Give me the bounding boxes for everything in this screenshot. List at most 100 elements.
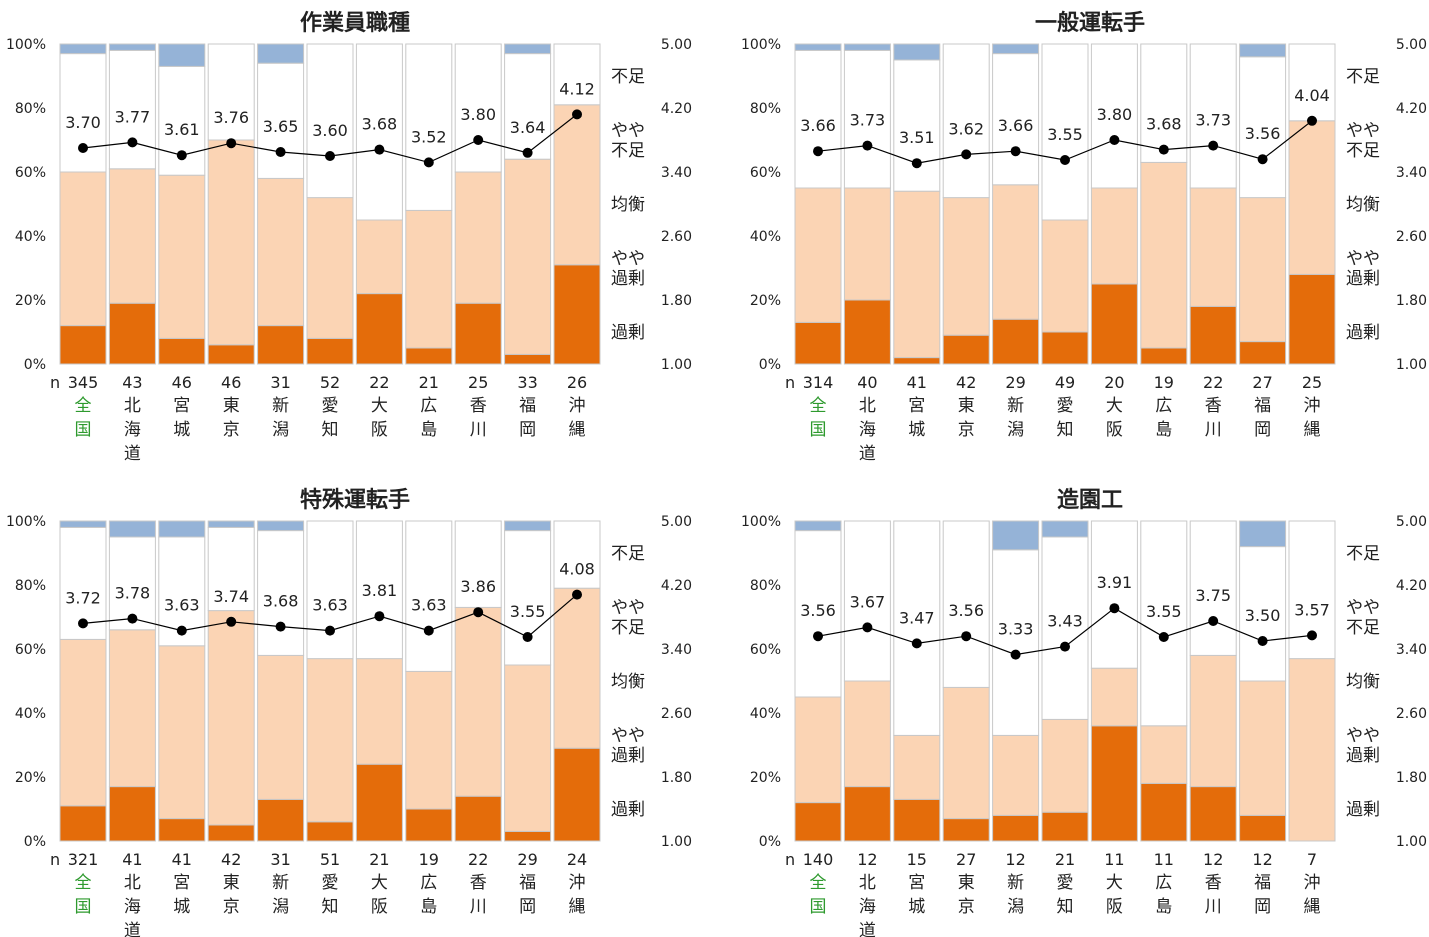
n-count: 12 <box>1203 850 1223 869</box>
bar-segment-yaya-kajo <box>257 654 305 800</box>
y-tick-label: 0% <box>759 357 781 373</box>
region-label-char: 潟 <box>1007 420 1024 440</box>
region-label-char: 広 <box>1155 873 1172 893</box>
region-label-char: 阪 <box>371 897 388 917</box>
line-value-label: 3.43 <box>1047 612 1083 631</box>
bar-segment-kinko <box>1288 43 1336 122</box>
bar-segment-yaya-kajo <box>59 171 107 327</box>
bar-segment-fusoku <box>158 520 206 538</box>
bar-segment-yaya-kajo <box>1189 654 1237 788</box>
category-label: やや過剰 <box>1346 249 1380 289</box>
bar-segment-kinko <box>1239 546 1287 682</box>
line-value-label: 3.63 <box>411 596 447 615</box>
line-value-label: 3.65 <box>263 117 299 136</box>
bar-segment-fusoku <box>843 43 891 51</box>
n-count: 21 <box>419 373 439 392</box>
bar-segment-yaya-kajo <box>158 174 206 339</box>
category-label: 過剰 <box>611 800 645 820</box>
bar-segment-yaya-kajo <box>355 658 403 765</box>
category-label: やや不足 <box>611 121 645 161</box>
y2-tick-label: 1.00 <box>661 357 692 373</box>
y2-tick-label: 1.80 <box>1396 293 1427 309</box>
line-value-label: 3.75 <box>1195 586 1231 605</box>
bar-segment-kajo <box>893 798 941 842</box>
n-count: 51 <box>320 850 340 869</box>
region-label-char: 国 <box>75 897 92 917</box>
region-label-char: 阪 <box>1106 420 1123 440</box>
line-point <box>1109 135 1120 145</box>
line-point <box>1208 140 1219 151</box>
line-value-label: 3.72 <box>65 588 101 607</box>
line-value-label: 4.04 <box>1294 86 1330 105</box>
category-label: 均衡 <box>611 195 645 215</box>
bar-segment-kajo <box>158 337 206 365</box>
n-count: 27 <box>956 850 976 869</box>
region-label-char: 国 <box>810 420 827 440</box>
bar-segment-fusoku <box>108 520 156 538</box>
n-count: 46 <box>172 373 192 392</box>
n-count: 19 <box>419 850 439 869</box>
bar-segment-fusoku <box>504 520 552 532</box>
bar-segment-kinko <box>405 43 453 211</box>
y-tick-label: 60% <box>750 165 781 181</box>
n-count: 52 <box>320 373 340 392</box>
y2-tick-label: 1.00 <box>661 834 692 850</box>
region-label-char: 全 <box>810 873 827 893</box>
line-point <box>374 611 385 622</box>
category-label: やや過剰 <box>611 726 645 766</box>
region-label-char: 京 <box>223 420 240 440</box>
bar-segment-yaya-kajo <box>59 638 107 807</box>
region-label-char: 宮 <box>173 396 190 416</box>
region-label-char: 岡 <box>1254 420 1271 440</box>
region-label-char: 北 <box>859 873 876 893</box>
line-point <box>226 616 237 627</box>
category-label: 不足 <box>1346 544 1380 564</box>
n-label: n <box>50 850 60 869</box>
y-tick-label: 20% <box>15 770 46 786</box>
bar-segment-yaya-kajo <box>942 686 990 820</box>
bar-segment-kinko <box>405 520 453 672</box>
region-label-char: 香 <box>470 873 487 893</box>
bar-segment-yaya-kajo <box>405 209 453 349</box>
category-label: やや過剰 <box>1346 726 1380 766</box>
bar-segment-kinko <box>1239 56 1287 199</box>
region-label-char: 京 <box>958 897 975 917</box>
bar-segment-kinko <box>306 43 354 199</box>
line-point <box>275 621 286 632</box>
bar-segment-kinko <box>1189 520 1237 656</box>
bar-segment-yaya-kajo <box>405 670 453 810</box>
bar-segment-kajo <box>454 795 502 842</box>
line-value-label: 3.56 <box>948 601 984 620</box>
region-label-char: 道 <box>859 921 876 937</box>
bar-segment-kinko <box>942 520 990 688</box>
chart-panel-2: 一般運転手 0% 20% 40% 60% 80% 100% 1.00 1.80 2.60 3.40 4… <box>741 10 1427 464</box>
y-tick-label: 80% <box>15 101 46 117</box>
region-label-char: 知 <box>322 897 339 917</box>
chart-panel-3: 特殊運転手 0% 20% 40% 60% 80% 100% 1.00 1.80 2.60 3.40 4… <box>6 487 692 937</box>
region-label-char: 広 <box>420 396 437 416</box>
line-value-label: 3.70 <box>65 113 101 132</box>
y-tick-label: 40% <box>750 229 781 245</box>
n-count: 40 <box>857 373 877 392</box>
bar-segment-kinko <box>1090 43 1138 189</box>
line-value-label: 3.52 <box>411 127 447 146</box>
bar-segment-fusoku <box>59 520 107 528</box>
bar-segment-kinko <box>1140 520 1188 727</box>
n-count: 24 <box>567 850 587 869</box>
line-point <box>862 140 873 151</box>
region-label-char: 川 <box>470 897 487 917</box>
region-label-char: 知 <box>322 420 339 440</box>
y2-tick-label: 4.20 <box>1396 578 1427 594</box>
bar-segment-kajo <box>405 808 453 842</box>
line-value-label: 3.77 <box>115 107 151 126</box>
region-label-char: 全 <box>810 396 827 416</box>
region-label-char: 川 <box>1205 897 1222 917</box>
y2-tick-label: 3.40 <box>661 165 692 181</box>
bar-segment-kajo <box>843 786 891 842</box>
bar-segment-yaya-kajo <box>1140 161 1188 349</box>
line-point <box>911 158 922 169</box>
y2-tick-label: 5.00 <box>1396 514 1427 530</box>
category-label: 不足 <box>1346 67 1380 87</box>
line-value-label: 3.51 <box>899 128 935 147</box>
line-point <box>862 622 873 633</box>
